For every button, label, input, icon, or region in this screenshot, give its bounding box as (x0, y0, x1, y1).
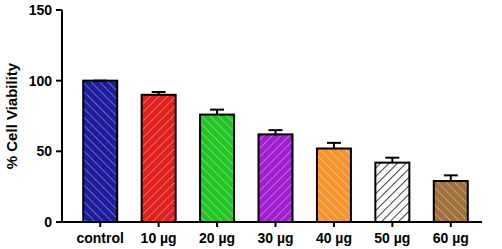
error-cap (269, 129, 283, 131)
y-tick (56, 80, 62, 82)
error-cap (327, 142, 341, 144)
y-tick (56, 9, 62, 11)
y-tick (56, 221, 62, 223)
bar (259, 134, 293, 222)
error-bar (385, 158, 399, 163)
y-tick-label: 50 (36, 143, 52, 159)
bar (200, 115, 234, 222)
y-axis-title: % Cell Viability (3, 62, 20, 169)
y-axis (61, 10, 63, 222)
x-tick (450, 222, 452, 227)
y-tick-label: 150 (29, 2, 53, 18)
error-bar (444, 175, 458, 181)
error-bar (327, 143, 341, 149)
x-tick (99, 222, 101, 227)
x-tick-label: 50 µg (374, 230, 410, 246)
x-tick-label: control (76, 230, 123, 246)
chart: 0 50 100 150 control 10 µg 20 µg 30 µg 40 µg 50 µ… (0, 0, 502, 249)
bar (434, 181, 468, 222)
y-tick-label: 100 (29, 73, 53, 89)
y-tick (56, 150, 62, 152)
error-cap (444, 174, 458, 176)
x-axis (62, 221, 482, 223)
bar (317, 149, 351, 222)
error-cap (210, 109, 224, 111)
error-cap (385, 157, 399, 159)
x-tick-label: 60 µg (433, 230, 469, 246)
y-tick-label: 0 (44, 214, 52, 230)
x-tick-label: 40 µg (316, 230, 352, 246)
error-bar (269, 130, 283, 134)
x-tick (275, 222, 277, 227)
bar (375, 163, 409, 222)
x-tick-label: 30 µg (257, 230, 293, 246)
error-cap (152, 91, 166, 93)
x-tick-label: 20 µg (199, 230, 235, 246)
x-tick (216, 222, 218, 227)
bar (83, 81, 117, 222)
error-bar (93, 80, 107, 81)
x-tick (391, 222, 393, 227)
error-bar (152, 92, 166, 95)
error-cap (93, 80, 107, 82)
error-bar (210, 110, 224, 115)
x-tick (158, 222, 160, 227)
bars (83, 81, 468, 222)
x-tick (333, 222, 335, 227)
bar (142, 95, 176, 222)
x-tick-label: 10 µg (141, 230, 177, 246)
